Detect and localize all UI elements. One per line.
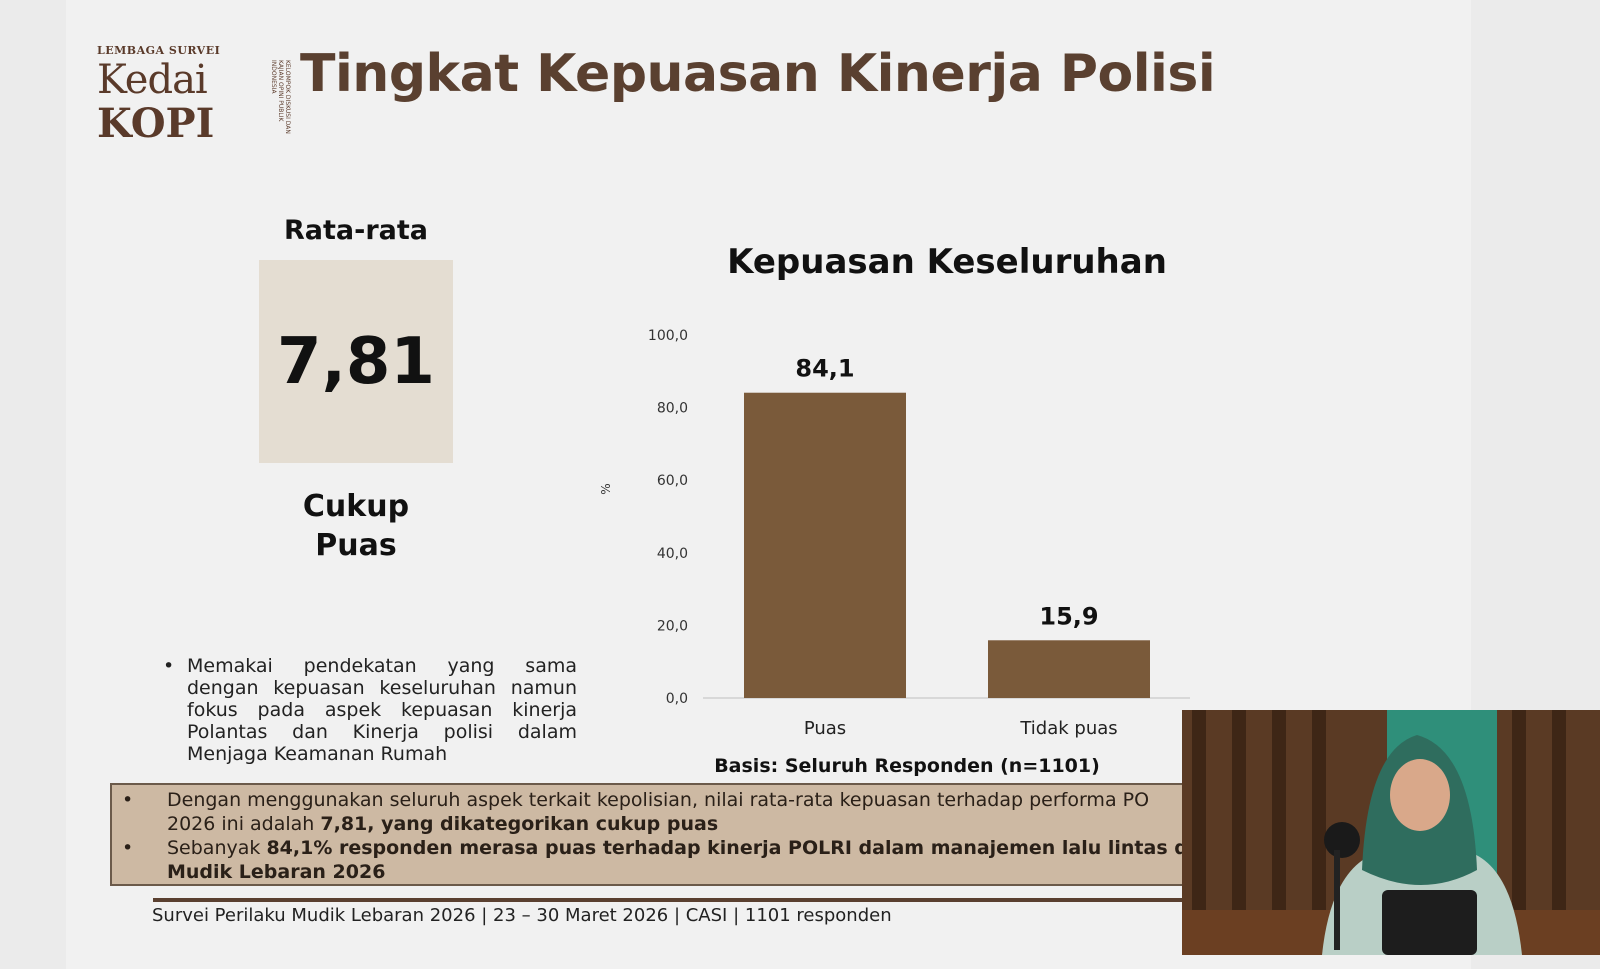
- y-tick-label: 40,0: [657, 546, 688, 562]
- data-label: 84,1: [795, 355, 854, 383]
- x-tick-label: Tidak puas: [1019, 718, 1117, 739]
- summary-box: • Dengan menggunakan seluruh aspek terkai…: [110, 783, 1185, 886]
- methodology-bullet: • Memakai pendekatan yang sama dengan ke…: [163, 655, 577, 765]
- data-label: 15,9: [1039, 602, 1098, 630]
- chart-title: Kepuasan Keseluruhan: [727, 242, 1167, 282]
- average-score: 7,81: [259, 260, 453, 463]
- score-category: Cukup Puas: [302, 489, 410, 563]
- presenter-webcam: [1182, 710, 1600, 955]
- y-axis-label: %: [599, 483, 613, 494]
- average-label: Rata-rata: [283, 215, 428, 246]
- y-tick-label: 60,0: [657, 473, 688, 489]
- page-title: Tingkat Kepuasan Kinerja Polisi: [300, 44, 1216, 104]
- footer-text: Survei Perilaku Mudik Lebaran 2026 | 23 …: [152, 905, 892, 926]
- x-tick-label: Puas: [804, 718, 846, 739]
- y-tick-label: 80,0: [657, 401, 688, 417]
- bar: [988, 640, 1150, 698]
- kedai-kopi-logo: LEMBAGA SURVEI Kedai KOPI KELOMPOK DISKU…: [97, 44, 291, 147]
- chart-basis-note: Basis: Seluruh Responden (n=1101): [714, 755, 1100, 777]
- y-tick-label: 20,0: [657, 618, 688, 634]
- footer-divider: [153, 898, 1185, 902]
- y-tick-label: 100,0: [648, 328, 688, 344]
- y-tick-label: 0,0: [666, 691, 688, 707]
- bar: [744, 392, 906, 698]
